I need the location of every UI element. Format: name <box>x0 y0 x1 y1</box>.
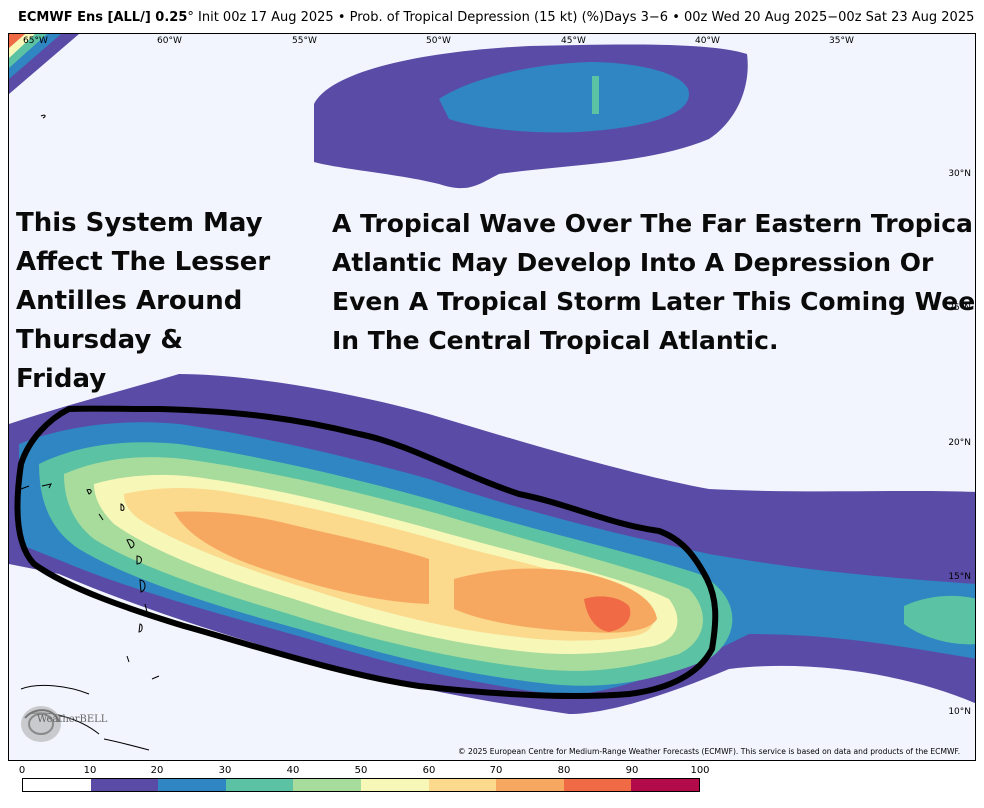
color-scale-segment <box>360 779 429 791</box>
main-contours <box>9 374 975 714</box>
annotation-right-line: A Tropical Wave Over The Far Eastern Tro… <box>332 209 976 238</box>
scale-tick: 70 <box>489 765 503 776</box>
longitude-label: 40°W <box>695 36 720 46</box>
longitude-label: 60°W <box>157 36 182 46</box>
scale-tick: 90 <box>625 765 639 776</box>
probability-map: 65°W 60°W 55°W 50°W 45°W 40°W 35°W 30°N … <box>8 33 976 761</box>
annotation-left-line: Affect The Lesser <box>16 247 271 277</box>
scale-tick: 20 <box>150 765 164 776</box>
latitude-label: 30°N <box>948 169 971 179</box>
degree-symbol: ° <box>187 10 194 25</box>
color-scale-segment <box>23 779 91 791</box>
color-scale-segment <box>496 779 564 791</box>
longitude-label: 55°W <box>292 36 317 46</box>
annotation-right: A Tropical Wave Over The Far Eastern Tro… <box>332 204 976 360</box>
color-scale-segment <box>90 779 159 791</box>
latitude-label: 10°N <box>948 707 971 717</box>
color-scale-segment <box>225 779 294 791</box>
color-scale-segment <box>428 779 497 791</box>
annotation-left: This System May Affect The Lesser Antill… <box>16 204 316 399</box>
scale-tick: 60 <box>422 765 436 776</box>
northern-contours <box>314 44 748 189</box>
color-scale-segment <box>563 779 632 791</box>
scale-tick: 50 <box>354 765 368 776</box>
map-field <box>9 34 975 751</box>
longitude-label: 65°W <box>23 36 48 46</box>
color-scale-segment <box>293 779 361 791</box>
annotation-right-line: In The Central Tropical Atlantic. <box>332 326 779 355</box>
copyright-notice: © 2025 European Centre for Medium-Range … <box>458 747 961 756</box>
longitude-label: 35°W <box>829 36 854 46</box>
latitude-label: 15°N <box>948 572 971 582</box>
annotation-left-line: Antilles Around <box>16 286 243 316</box>
map-title: ECMWF Ens [ALL/] 0.25° Init 00z 17 Aug 2… <box>18 10 974 25</box>
color-scale-bar <box>22 778 700 792</box>
weatherbell-swirl-logo <box>21 706 61 742</box>
latitude-label: 20°N <box>948 438 971 448</box>
scale-tick: 30 <box>218 765 232 776</box>
scale-tick: 10 <box>83 765 97 776</box>
scale-tick: 40 <box>286 765 300 776</box>
color-scale-segment <box>631 779 699 791</box>
annotation-left-line: Thursday & <box>16 325 184 355</box>
highlight-outline <box>14 405 719 699</box>
annotation-right-line: Even A Tropical Storm Later This Coming … <box>332 287 976 316</box>
scale-tick: 0 <box>18 765 26 776</box>
scale-tick: 100 <box>690 765 710 776</box>
scale-tick: 80 <box>557 765 571 776</box>
longitude-label: 45°W <box>561 36 586 46</box>
latitude-label: 25°N <box>948 303 971 313</box>
annotation-left-line: This System May <box>16 208 263 238</box>
weatherbell-logo: WeatherBELL <box>15 698 107 746</box>
model-name: ECMWF Ens [ALL/] 0.25 <box>18 10 188 25</box>
logo-text: WeatherBELL <box>37 714 108 725</box>
title-details: Init 00z 17 Aug 2025 • Prob. of Tropical… <box>193 10 975 25</box>
corner-contours <box>9 34 79 94</box>
annotation-left-line: Friday <box>16 364 107 394</box>
color-scale-segment <box>158 779 226 791</box>
longitude-label: 50°W <box>426 36 451 46</box>
annotation-right-line: Atlantic May Develop Into A Depression O… <box>332 248 934 277</box>
